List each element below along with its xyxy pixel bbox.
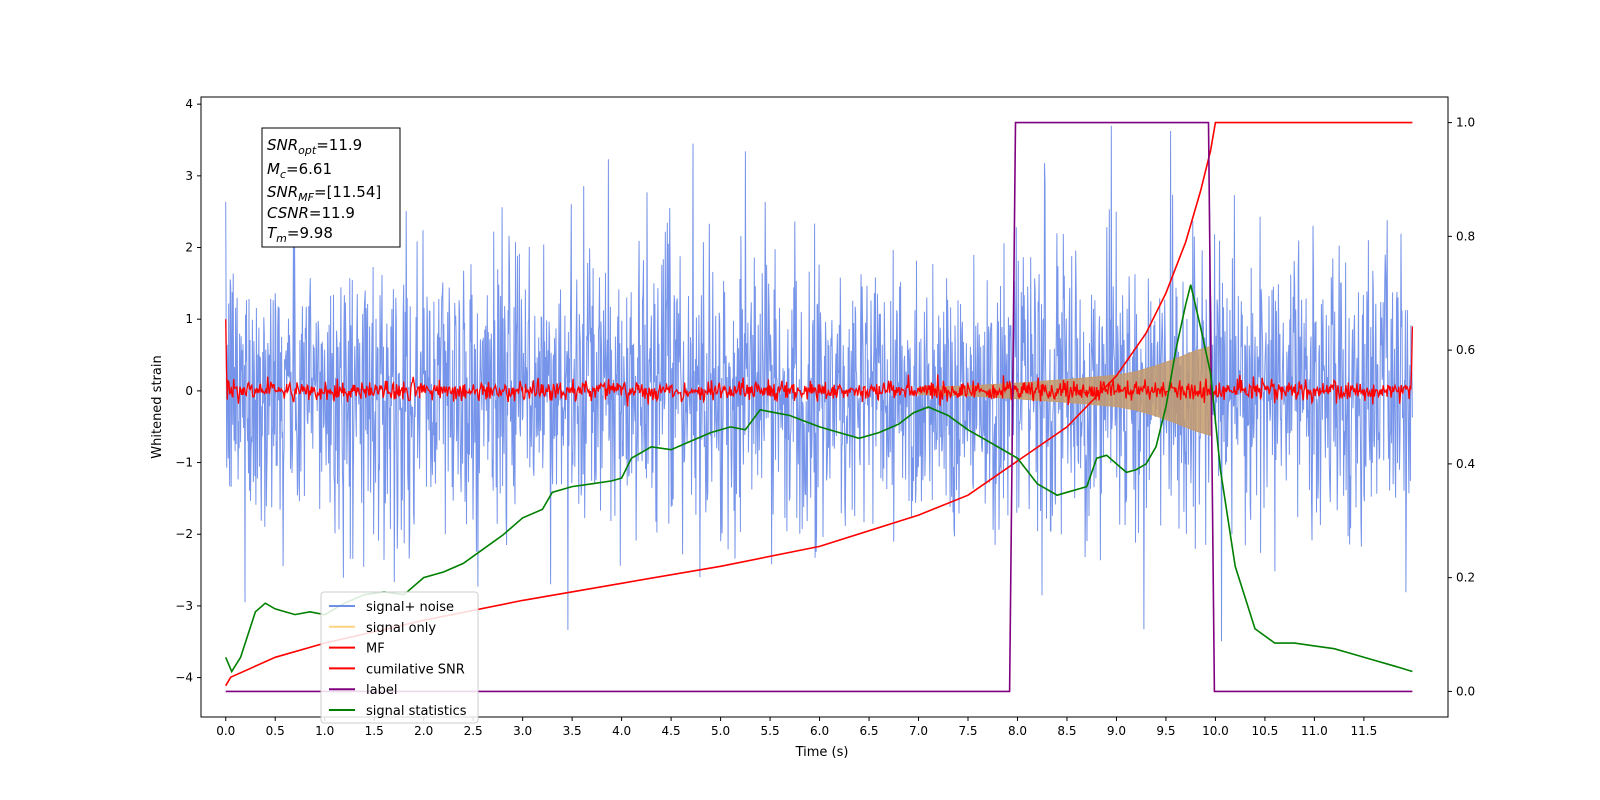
annotation-tm: Tm=9.98 [267,224,333,245]
annotation-frame [261,127,401,248]
plot-area [224,121,1414,693]
series-signal-plus-noise [225,125,1413,642]
x-tick-label: 7.5 [958,724,977,738]
x-tick-label: 1.0 [315,724,334,738]
x-axis-ticks: 0.0 0.5 1.0 1.5 2.0 2.5 3.0 3.5 4.0 4.5 5.0 5.5 6.0 6… [216,717,1377,738]
y-tick-label: 3 [185,169,193,183]
annotation-mc: Mc=6.61 [267,160,332,181]
x-tick-label: 7.0 [909,724,928,738]
y2-tick-label: 1.0 [1456,116,1475,130]
y2-tick-label: 0.0 [1456,684,1475,698]
y-tick-label: −2 [175,527,193,541]
x-tick-label: 4.5 [662,724,681,738]
x-tick-label: 10.0 [1202,724,1229,738]
y2-tick-label: 0.8 [1456,229,1475,243]
annotation-csnr: CSNR=11.9 [267,204,355,222]
y-tick-label: 1 [185,312,193,326]
y2-tick-label: 0.2 [1456,571,1475,585]
series-mf [225,319,1414,407]
x-tick-label: 1.5 [365,724,384,738]
x-tick-label: 9.0 [1107,724,1126,738]
x-tick-label: 4.0 [612,724,631,738]
x-tick-label: 6.0 [810,724,829,738]
x-tick-label: 2.5 [464,724,483,738]
y-tick-label: 4 [185,97,193,111]
y2-tick-label: 0.4 [1456,457,1475,471]
axes-frame [200,96,1449,718]
x-tick-label: 10.5 [1252,724,1279,738]
annotation-snr-opt: SNRopt=11.9 [267,136,362,157]
x-tick-label: 8.5 [1057,724,1076,738]
x-tick-label: 2.0 [414,724,433,738]
legend-label: signal statistics [366,704,467,719]
legend-label: cumilative SNR [366,662,465,677]
legend: signal+ noise signal only MF cumilative SNR… [320,591,479,724]
label-line [225,121,1413,693]
y2-axis-ticks: 0.0 0.2 0.4 0.6 0.8 1.0 [1448,116,1475,698]
y-axis-label: Whitened strain [150,355,165,458]
annotation-snr-mf: SNRMF=[11.54] [267,183,381,204]
x-tick-label: 3.0 [513,724,532,738]
x-tick-label: 11.0 [1301,724,1328,738]
mf-line [225,319,1414,407]
x-tick-label: 0.0 [216,724,235,738]
x-tick-label: 5.5 [761,724,780,738]
legend-label: MF [366,642,385,657]
y-tick-label: −4 [175,671,193,685]
x-axis-label: Time (s) [795,745,849,760]
y-tick-label: 2 [185,241,193,255]
y-tick-label: −3 [175,599,193,613]
legend-label: signal+ noise [366,600,454,615]
x-tick-label: 6.5 [859,724,878,738]
y-tick-label: −1 [175,456,193,470]
x-tick-label: 5.0 [711,724,730,738]
series-signal-statistics [224,284,1413,674]
signal-statistics-line [224,284,1413,674]
x-tick-label: 11.5 [1351,724,1378,738]
y-axis-ticks: −4 −3 −2 −1 0 1 2 3 4 [175,97,201,685]
legend-label: signal only [366,621,436,636]
x-tick-label: 8.0 [1008,724,1027,738]
signal-plus-noise-line [225,125,1413,642]
y2-tick-label: 0.6 [1456,343,1475,357]
x-tick-label: 3.5 [563,724,582,738]
legend-label: label [366,683,397,698]
x-tick-label: 0.5 [266,724,285,738]
annotation-box: SNRopt=11.9 Mc=6.61 SNRMF=[11.54] CSNR=1… [261,127,401,248]
x-tick-label: 9.5 [1156,724,1175,738]
y-tick-label: 0 [185,384,193,398]
legend-frame [320,591,479,724]
series-label [225,121,1413,693]
